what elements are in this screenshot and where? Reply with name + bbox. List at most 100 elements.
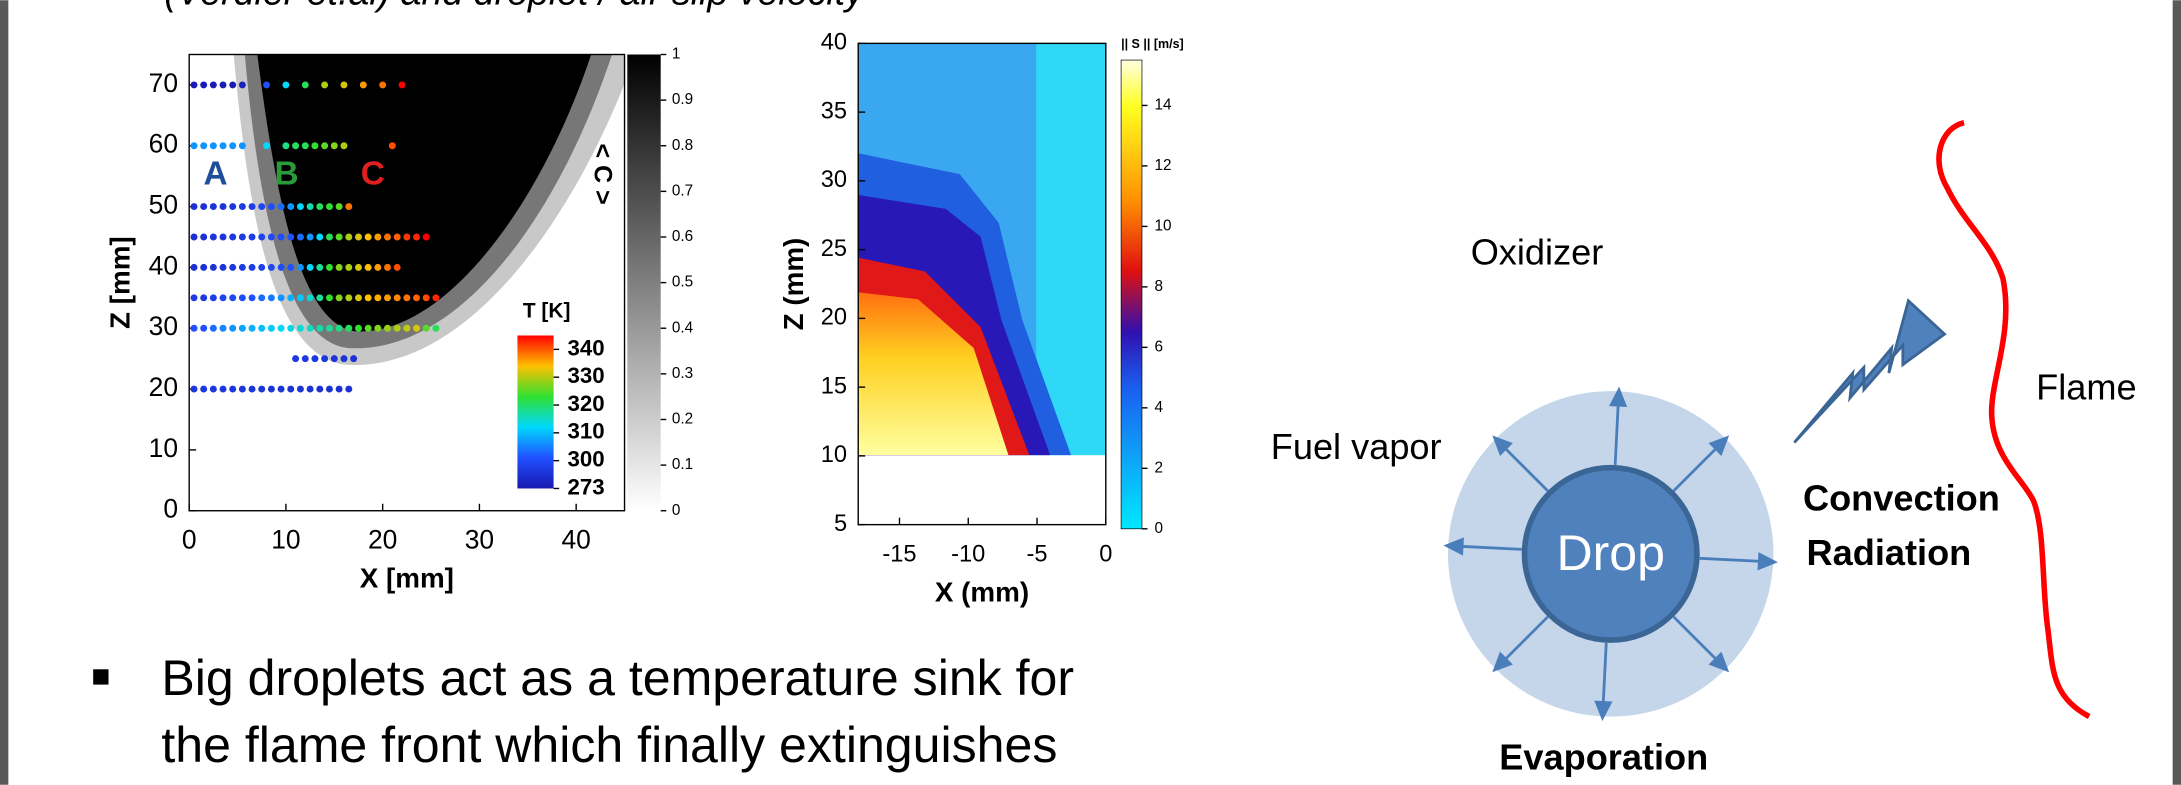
droplet-point (219, 142, 227, 150)
droplet-point (229, 142, 237, 150)
droplet-point (248, 385, 256, 393)
y-tick-label: 20 (821, 305, 847, 331)
bullet-text: Big droplets act as a temperature sink f… (161, 650, 1074, 706)
droplet-point (432, 294, 440, 302)
slide-border (0, 0, 9, 785)
arrow-head (1708, 435, 1730, 457)
droplet-point (345, 263, 353, 271)
droplet-point (422, 324, 430, 332)
droplet-point (209, 81, 217, 89)
droplet-point (200, 385, 208, 393)
convection-label: Convection (1803, 478, 2000, 519)
x-axis-label: X [mm] (360, 563, 454, 594)
droplet-point (384, 233, 391, 241)
droplet-point (267, 294, 275, 302)
heat-bolt (1793, 298, 1947, 444)
droplet-point (238, 142, 246, 150)
droplet-point (287, 233, 295, 241)
droplet-point (229, 263, 237, 271)
droplet-point (219, 385, 227, 393)
t-colorbar-label: 300 (568, 447, 605, 472)
c-colorbar-label: 0.4 (672, 319, 694, 336)
s-colorbar (1120, 59, 1143, 530)
droplet-point (209, 324, 217, 332)
flame-label: Flame (2036, 366, 2136, 407)
arrow-head (1708, 651, 1730, 673)
droplet-point (190, 324, 198, 332)
droplet-point (238, 263, 246, 271)
droplet-point (306, 324, 314, 332)
droplet-point (258, 233, 266, 241)
droplet-point (374, 233, 382, 241)
droplet-point (190, 294, 198, 302)
droplet-point (258, 294, 266, 302)
droplet-point (258, 203, 266, 211)
droplet-point (287, 324, 295, 332)
x-tick-label: 0 (1099, 541, 1112, 567)
droplet-point (190, 385, 198, 393)
bullet-marker (93, 669, 109, 685)
droplet-point (413, 294, 421, 302)
s-colorbar-label: 4 (1154, 399, 1163, 416)
droplet-point (398, 81, 406, 89)
plot-frame (857, 42, 1107, 526)
droplet-point (340, 81, 348, 89)
droplet-point (190, 233, 198, 241)
droplet-point (229, 294, 237, 302)
evaporation-arrow (1672, 442, 1722, 492)
droplet-point (248, 294, 256, 302)
droplet-point (209, 203, 217, 211)
droplet-point (306, 294, 314, 302)
droplet-point (287, 203, 295, 211)
droplet-point (384, 324, 391, 332)
droplet-point (345, 294, 353, 302)
droplet-point (277, 203, 285, 211)
c-colorbar-label: 1 (672, 46, 681, 63)
droplet-point (330, 142, 338, 150)
drop-label: Drop (1556, 525, 1665, 581)
droplet-point (364, 263, 372, 271)
droplet-point (219, 203, 227, 211)
droplet-point (267, 324, 275, 332)
droplet-point (306, 263, 314, 271)
y-tick-label: 10 (821, 442, 847, 468)
droplet-point (267, 385, 275, 393)
droplet-point (354, 263, 362, 271)
droplet-point (316, 203, 324, 211)
droplet-point (190, 142, 198, 150)
droplet-point (325, 233, 333, 241)
droplet-point (350, 355, 358, 363)
evaporation-arrow (1499, 442, 1549, 492)
droplet-point (301, 355, 309, 363)
t-colorbar-label: 340 (568, 335, 605, 360)
droplet-point (238, 81, 246, 89)
droplet-point (321, 81, 329, 89)
c-colorbar-label: 0.5 (672, 274, 693, 291)
droplet-point (335, 385, 343, 393)
droplet-point (209, 142, 217, 150)
droplet-point (200, 263, 208, 271)
s-colorbar-label: 12 (1154, 157, 1171, 174)
droplet-point (306, 203, 314, 211)
x-tick-label: 40 (561, 524, 590, 554)
s-colorbar-label: 0 (1154, 520, 1163, 537)
droplet-point (190, 203, 198, 211)
droplet-point (301, 81, 309, 89)
droplet-point (263, 81, 271, 89)
y-tick-label: 50 (149, 190, 178, 220)
droplet-point (325, 203, 333, 211)
arrow-head (1443, 537, 1464, 556)
droplet-point (340, 355, 348, 363)
oxidizer-label: Oxidizer (1471, 231, 1604, 272)
y-tick-label: 20 (149, 372, 178, 402)
droplet-point (248, 203, 256, 211)
slide-border (2172, 0, 2181, 785)
droplet-point (258, 385, 266, 393)
droplet-point (219, 324, 227, 332)
droplet-point (209, 294, 217, 302)
flame (1936, 119, 2091, 720)
y-tick-label: 40 (821, 30, 847, 56)
droplet-point (282, 81, 290, 89)
droplet-point (229, 385, 237, 393)
